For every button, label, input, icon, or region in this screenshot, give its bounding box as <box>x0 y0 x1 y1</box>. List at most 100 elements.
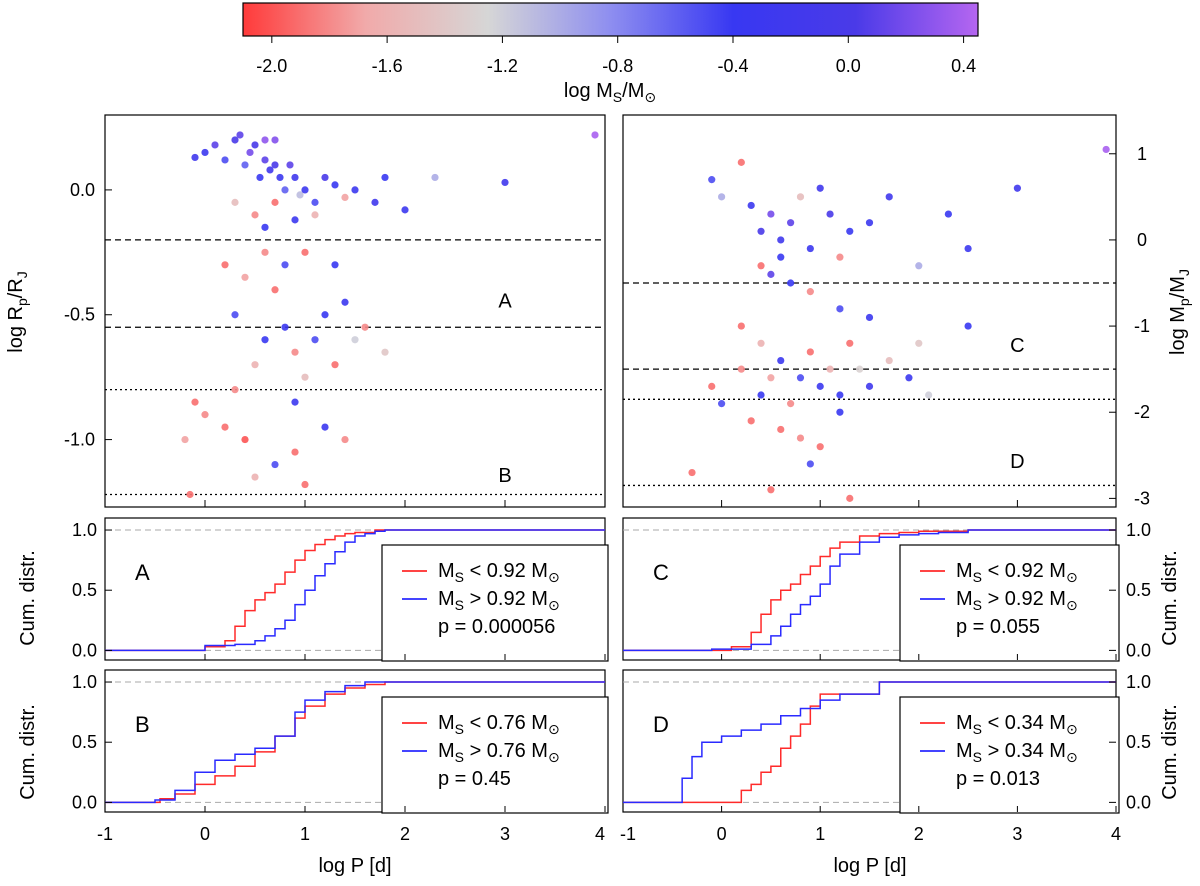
scatter-point <box>246 148 254 157</box>
x-tick-label-right: 3 <box>1012 824 1022 844</box>
axis-ticks: 1 0 -1 -2 -3 <box>622 144 1150 508</box>
y-tick-label: -1 <box>1134 316 1150 336</box>
panel-letter: C <box>653 560 669 585</box>
scatter-point <box>271 136 279 144</box>
scatter-point <box>737 158 745 166</box>
legend-sun: ⊙ <box>1066 597 1078 613</box>
y-tick-label: -2 <box>1134 402 1150 422</box>
scatter-point <box>757 391 765 399</box>
scatter-point <box>777 425 785 434</box>
scatter-point <box>737 365 745 373</box>
scatter-point <box>281 186 289 194</box>
scatter-point <box>787 219 795 227</box>
region-labels: AB <box>498 290 512 487</box>
scatter-point <box>787 400 795 408</box>
y-tick-label: 0.0 <box>1126 640 1151 660</box>
scatter-point <box>757 339 765 347</box>
y-tick-label: 1.0 <box>1126 672 1151 692</box>
scatter-point <box>767 486 775 494</box>
colorbar-tick-label: -0.8 <box>602 56 633 76</box>
panel-frame <box>104 114 606 508</box>
scatter-point <box>718 193 726 201</box>
y-axis-label-mass: log Mp/MJ <box>1167 269 1192 355</box>
legend-m: M <box>956 588 973 610</box>
scatter-point <box>236 131 244 139</box>
scatter-point <box>201 411 209 419</box>
scatter-point <box>836 408 844 416</box>
scatter-point <box>915 339 923 347</box>
x-tick-label-left: 3 <box>500 824 510 844</box>
scatter-point <box>767 270 775 278</box>
scatter-point <box>718 400 726 408</box>
cum-ylabel-D: Cum. distr. <box>1159 704 1181 800</box>
scatter-point <box>964 322 972 330</box>
legend-box <box>381 544 609 662</box>
scatter-point <box>261 223 269 231</box>
legend-sun: ⊙ <box>1066 569 1078 585</box>
scatter-point <box>291 348 299 356</box>
legend-entry: MS > 0.92 M⊙ <box>438 588 560 613</box>
y-tick-label: -0.5 <box>64 305 95 325</box>
scatter-point <box>321 311 329 319</box>
cum-ylabel-B: Cum. distr. <box>17 704 39 800</box>
scatter-point <box>271 198 279 206</box>
x-tick-label-right: 1 <box>815 824 825 844</box>
scatter-point <box>221 261 229 269</box>
scatter-point <box>767 374 775 382</box>
scatter-point <box>251 211 259 219</box>
legend-m: M <box>438 560 455 582</box>
scatter-point <box>271 460 279 469</box>
scatter-point <box>301 480 309 489</box>
threshold-lines <box>623 282 1116 487</box>
scatter-point <box>311 336 319 344</box>
region-label: A <box>498 290 512 312</box>
legend-sun: ⊙ <box>548 597 560 613</box>
scatter-point <box>341 193 349 201</box>
scatter-point <box>381 173 389 182</box>
scatter-point <box>261 136 269 144</box>
scatter-point <box>281 323 289 331</box>
scatter-point <box>964 244 972 253</box>
scatter-point <box>708 176 716 184</box>
panel-radius-scatter: 0.0-0.5-1.0 AB log Rp/RJ <box>5 114 606 508</box>
y-tick-label: 0.0 <box>70 180 95 200</box>
x-tick-label-left: 0 <box>200 824 210 844</box>
p-value: p = 0.013 <box>956 768 1040 790</box>
p-value: p = 0.000056 <box>438 616 555 638</box>
legend-m: M <box>438 712 455 734</box>
colorbar-tick-label: -1.6 <box>372 56 403 76</box>
legend-sub: S <box>455 569 464 585</box>
scatter-point <box>846 494 854 502</box>
cum-panel-B: MS < 0.76 M⊙MS > 0.76 M⊙p = 0.45B0.00.51… <box>72 669 609 814</box>
y-tick-label: 0.5 <box>1126 732 1151 752</box>
panel-mass-scatter: 10-1-2-3 CD log Mp/MJ <box>622 114 1192 508</box>
scatter-point <box>291 216 299 224</box>
scatter-point <box>796 434 805 442</box>
scatter-point <box>787 279 795 287</box>
scatter-point <box>777 356 785 365</box>
legend-entry: MS > 0.76 M⊙ <box>438 740 560 765</box>
y-tick-label: 0.5 <box>72 732 97 752</box>
legend-box <box>899 696 1120 814</box>
panel-letter: A <box>135 560 150 585</box>
legend-entry: MS < 0.76 M⊙ <box>438 712 560 737</box>
scatter-point <box>915 262 923 270</box>
scatter-point <box>501 178 509 187</box>
scatter-point <box>401 206 409 214</box>
colorbar-label: log MS/M⊙ <box>564 80 656 105</box>
scatter-point <box>806 288 814 296</box>
y-tick-label: 0.0 <box>72 640 97 660</box>
cdf-series-line <box>623 529 1116 652</box>
scatter-point <box>311 211 319 219</box>
scatter-point <box>836 253 844 261</box>
scatter-point <box>431 173 439 182</box>
x-tick-label-left: -1 <box>97 824 113 844</box>
scatter-point <box>856 365 864 373</box>
scatter-point <box>261 248 269 256</box>
legend-box <box>381 696 609 814</box>
scatter-point <box>261 336 269 344</box>
legend-op: < 0.76 M <box>464 712 548 734</box>
scatter-point <box>241 273 249 281</box>
scatter-point <box>925 391 933 399</box>
colorbar-tick-label: -2.0 <box>256 56 287 76</box>
